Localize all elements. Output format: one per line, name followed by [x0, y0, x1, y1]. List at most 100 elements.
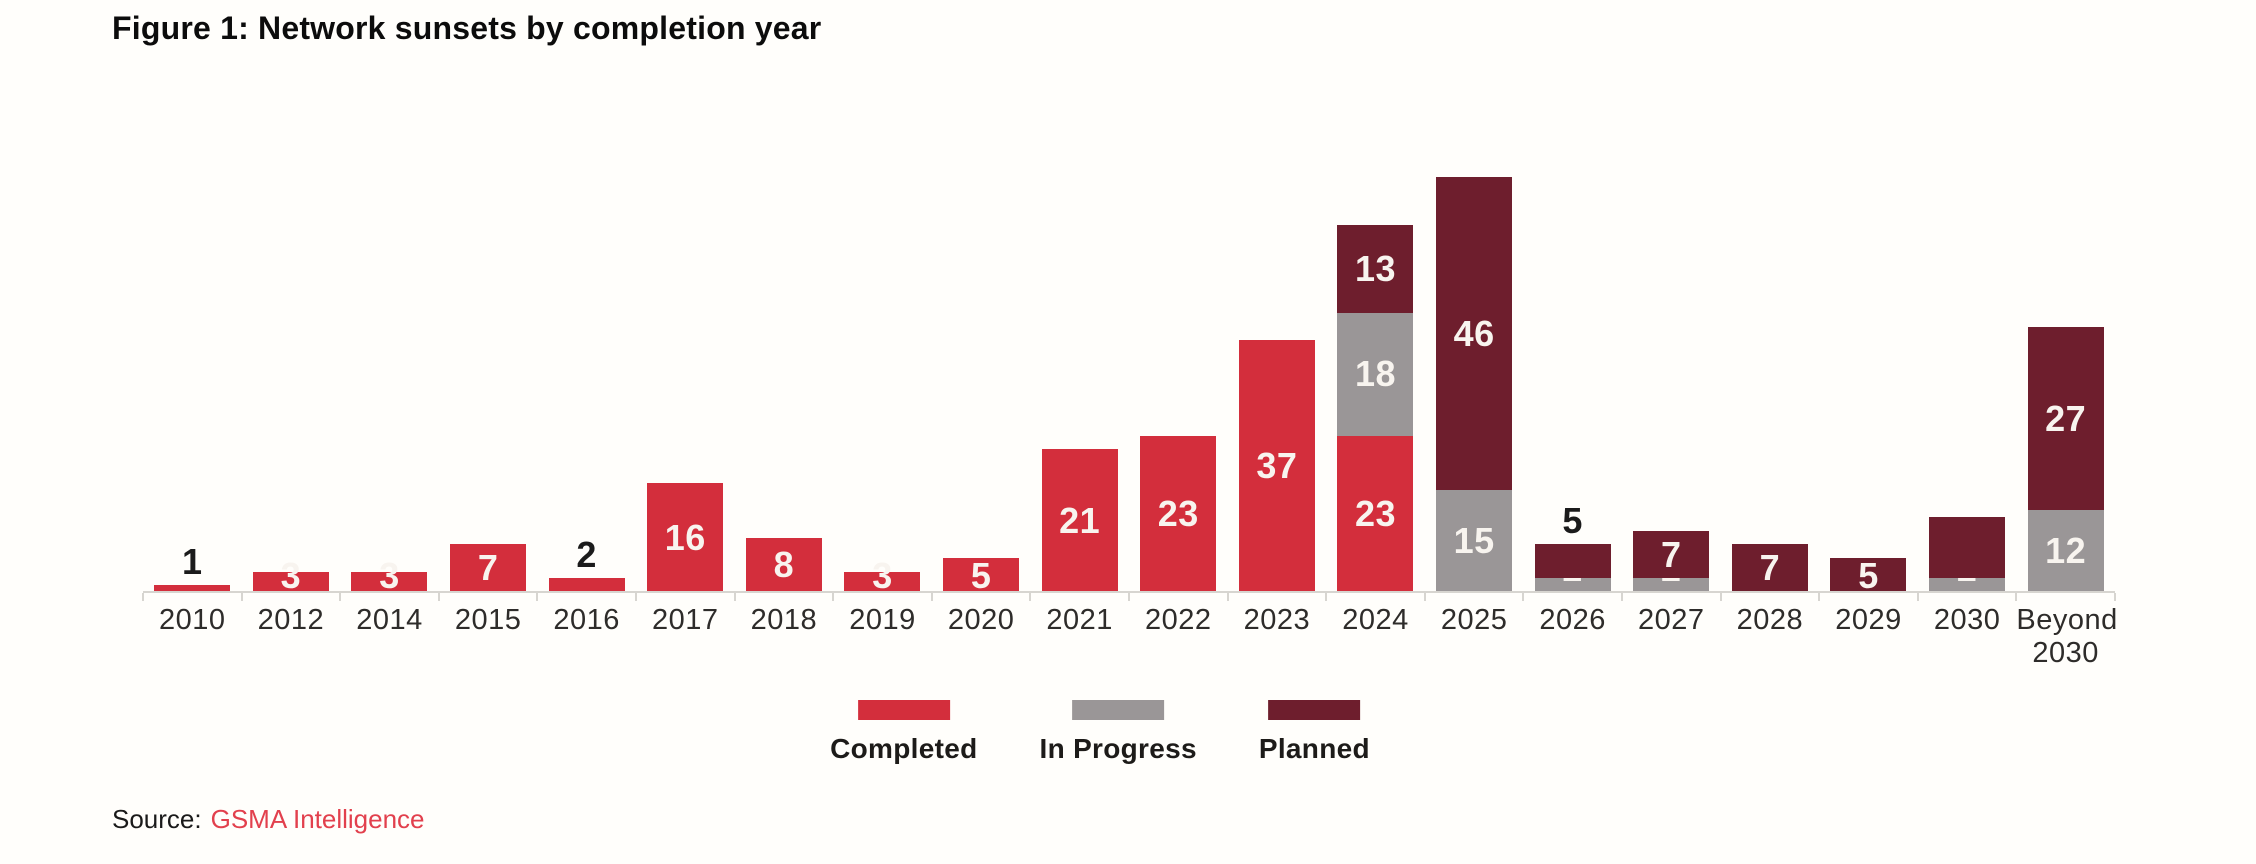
x-axis-tick [1621, 593, 1623, 601]
bar-group: 23 18 13 [1326, 0, 1425, 592]
bar-segment-in-progress [1929, 578, 2006, 592]
bar-group: 8 [735, 0, 834, 592]
x-axis-label: Beyond 2030 [2016, 604, 2118, 669]
x-axis-tick [733, 593, 736, 601]
bar-group: 23 [1129, 0, 1228, 592]
x-axis-tick [1522, 593, 1525, 601]
bar-segment-completed [943, 558, 1020, 592]
bar-segment-planned [1929, 517, 2006, 579]
value-label: 8 [773, 543, 795, 585]
x-axis-label: 2020 [947, 604, 1015, 636]
value-label: 5 [1562, 500, 1583, 542]
bar-segment-in-progress [1534, 578, 1611, 592]
x-axis-label: 2024 [1342, 604, 1409, 636]
x-axis-tick [1128, 593, 1130, 601]
bar-group: 3 [340, 0, 439, 596]
bar-group: 2 [1918, 0, 2017, 592]
bar-segment-in-progress [2027, 510, 2104, 592]
bar-segment-planned [1436, 177, 1513, 490]
x-axis-label: 2029 [1835, 604, 1902, 636]
value-label: 21 [1059, 499, 1101, 541]
source-line: Source: GSMA Intelligence [112, 804, 425, 835]
value-label: 7 [1759, 547, 1781, 589]
x-axis-tick [339, 593, 342, 601]
bar-segment-completed [1337, 435, 1414, 592]
chart: 1337216835212337231813154625277521227 20… [142, 0, 2118, 864]
value-label: 23 [1354, 492, 1396, 534]
bar-segment-completed [450, 544, 527, 592]
legend-item-planned: Planned [1259, 700, 1370, 765]
value-label: 15 [1453, 520, 1495, 561]
value-label: 46 [1453, 312, 1495, 354]
bar-segment-planned [1337, 224, 1414, 314]
bar-group: 21 [1030, 0, 1129, 592]
legend-label: Planned [1258, 733, 1370, 764]
x-axis-tick [2015, 593, 2018, 601]
x-axis-tick [1325, 593, 1328, 601]
legend-swatch [857, 700, 950, 720]
bar-segment-completed [1140, 435, 1217, 592]
bar-segment-planned [1731, 544, 1808, 592]
source-link[interactable]: GSMA Intelligence [210, 804, 425, 834]
bar-group: 16 [636, 0, 735, 592]
value-label: 3 [280, 555, 302, 596]
bar-segment-planned [1633, 530, 1710, 579]
bar-group: 12 27 [2016, 0, 2115, 592]
legend-swatch [1072, 700, 1165, 720]
bar-group: 25 [1523, 0, 1622, 592]
value-label: 27 [2045, 397, 2087, 439]
value-label: 1 [182, 541, 203, 583]
plot-area: 1337216835212337231813154625277521227 [143, 0, 2115, 596]
bar-segment-completed [548, 578, 625, 592]
bar-segment-in-progress [1436, 490, 1513, 592]
value-label: 3 [379, 555, 400, 596]
bar-group: 7 [439, 0, 538, 592]
bar-segment-completed [1041, 449, 1118, 592]
value-label: 5 [1858, 555, 1879, 596]
x-axis-label: 2014 [356, 604, 423, 636]
x-axis-tick [142, 593, 144, 601]
bar-segment-completed [1238, 340, 1315, 592]
value-label: 5 [970, 555, 992, 596]
bar-segment-planned [1534, 544, 1611, 579]
value-label: 13 [1354, 248, 1396, 289]
x-axis-tick [930, 593, 933, 601]
value-label: 3 [872, 555, 893, 596]
bar-segment-completed [252, 571, 329, 592]
legend-item-completed: Completed [830, 700, 977, 765]
x-axis-tick [832, 593, 835, 601]
value-label: 12 [2045, 530, 2087, 572]
bar-segment-planned [2027, 326, 2104, 511]
bar-segment-completed [154, 585, 231, 592]
x-axis-label: 2030 [1933, 604, 2001, 636]
x-axis-tick [635, 593, 637, 601]
value-label: 2 [576, 534, 597, 576]
x-axis-tick [1423, 593, 1426, 601]
x-axis-tick [1719, 593, 1722, 601]
bar-group: 1 [143, 0, 242, 592]
bar-segment-in-progress [1633, 578, 1710, 592]
legend-label: Completed [830, 733, 978, 764]
bar-group: 15 46 [1425, 0, 1524, 592]
figure-title: Figure 1: Network sunsets by completion … [112, 10, 822, 46]
x-axis-tick [1226, 593, 1229, 601]
legend-item-in-progress: In Progress [1040, 700, 1197, 765]
value-label: 23 [1157, 492, 1199, 534]
bar-group: 2 [537, 0, 636, 592]
x-axis-label: 2010 [159, 604, 226, 636]
bar-group: 3 [242, 0, 341, 596]
x-axis-label: 2028 [1736, 604, 1804, 636]
source-prefix: Source: [112, 804, 202, 834]
x-axis-label: 2017 [652, 604, 719, 636]
x-axis-label: 2023 [1243, 604, 1311, 636]
bar-segment-completed [844, 571, 921, 592]
value-label: 16 [664, 516, 706, 558]
bar-segment-completed [745, 537, 822, 592]
x-axis-label: 2026 [1539, 604, 1606, 636]
x-axis-tick [1818, 593, 1821, 601]
x-axis-tick [1029, 593, 1032, 601]
bar-group: 37 [1228, 0, 1327, 592]
bar-segment-completed [351, 571, 428, 592]
x-axis-label: 2021 [1046, 604, 1113, 636]
